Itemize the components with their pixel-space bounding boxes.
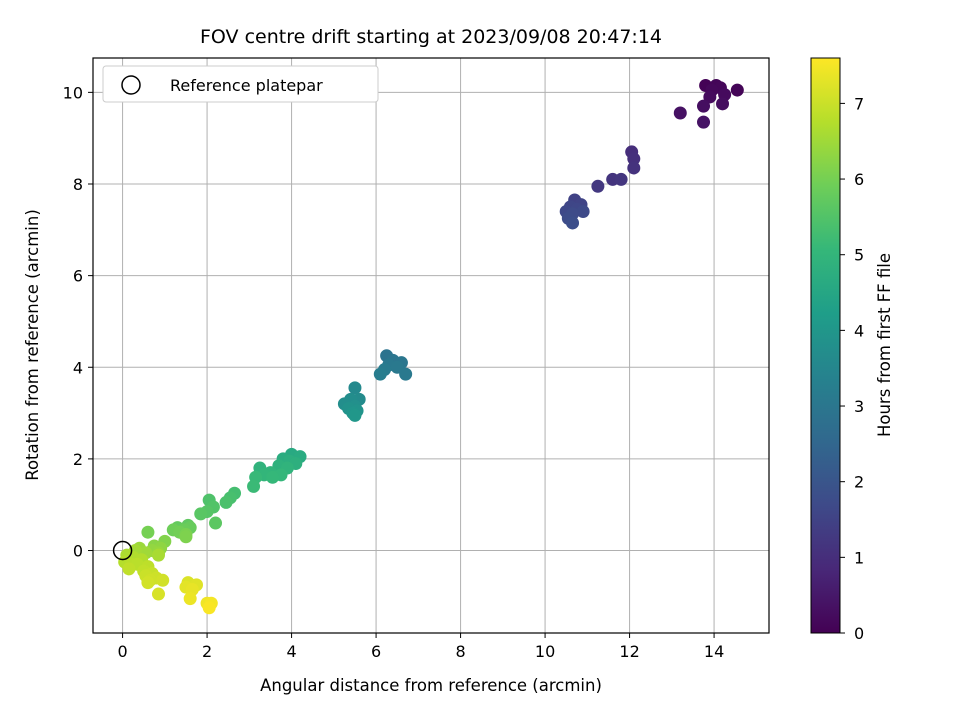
data-point [614,172,628,186]
y-tick-label: 6 [73,267,83,286]
data-point [716,97,730,111]
data-point [122,562,136,576]
x-tick-label: 6 [371,642,381,661]
data-point [156,573,170,587]
colorbar-tick-label: 2 [854,473,864,492]
colorbar-tick-label: 7 [854,94,864,113]
data-point [399,367,413,381]
colorbar-tick-label: 3 [854,397,864,416]
x-tick-label: 8 [455,642,465,661]
data-point [697,115,711,129]
data-point [697,99,711,113]
data-point [202,601,216,615]
data-point [219,495,233,509]
data-point [247,479,261,493]
x-tick-label: 12 [619,642,639,661]
y-tick-label: 10 [63,83,83,102]
y-tick-label: 2 [73,450,83,469]
y-axis-ticks: 0 2 4 6 8 10 [63,83,93,561]
data-point [348,408,362,422]
data-point [151,587,165,601]
y-tick-label: 4 [73,358,83,377]
x-tick-label: 4 [286,642,296,661]
plot-frame [92,57,770,634]
data-point [566,216,580,230]
colorbar-tick-label: 0 [854,624,864,643]
data-point [348,381,362,395]
y-tick-label: 0 [73,542,83,561]
data-point [194,507,208,521]
data-point [141,525,155,539]
x-tick-label: 2 [202,642,212,661]
y-tick-label: 8 [73,175,83,194]
data-point [730,83,744,97]
data-point [266,470,280,484]
legend-box [102,65,379,103]
legend: Reference platepar [102,65,379,103]
chart-title: FOV centre drift starting at 2023/09/08 … [200,26,662,48]
colorbar-tick-label: 1 [854,548,864,567]
data-point [627,161,641,175]
data-point [576,204,590,218]
data-point [209,516,223,530]
colorbar-tick-label: 4 [854,321,864,340]
data-points [118,78,744,615]
legend-label-reference: Reference platepar [170,76,323,95]
data-point [627,152,641,166]
x-tick-label: 10 [535,642,555,661]
x-axis-label: Angular distance from reference (arcmin) [260,676,602,695]
colorbar-ticks: 0 1 2 3 4 5 6 7 [840,94,864,643]
colorbar-label: Hours from first FF file [875,253,894,437]
data-point [183,592,197,606]
x-axis-ticks: 0 2 4 6 8 10 12 14 [117,633,724,661]
colorbar: 0 1 2 3 4 5 6 7 Hours from first FF file [810,57,894,643]
data-point [141,576,155,590]
data-point [703,90,717,104]
data-point [151,548,165,562]
legend-marker-reference [121,75,141,95]
data-point [179,530,193,544]
colorbar-gradient [810,57,841,634]
x-tick-label: 0 [117,642,127,661]
reference-platepar-marker [112,540,133,561]
data-point [591,179,605,193]
plot-area [93,58,769,633]
x-tick-label: 14 [704,642,724,661]
colorbar-tick-label: 6 [854,170,864,189]
data-point [373,367,387,381]
data-point [673,106,687,120]
grid-lines [93,58,769,633]
y-axis-label: Rotation from reference (arcmin) [23,209,42,481]
colorbar-tick-label: 5 [854,246,864,265]
